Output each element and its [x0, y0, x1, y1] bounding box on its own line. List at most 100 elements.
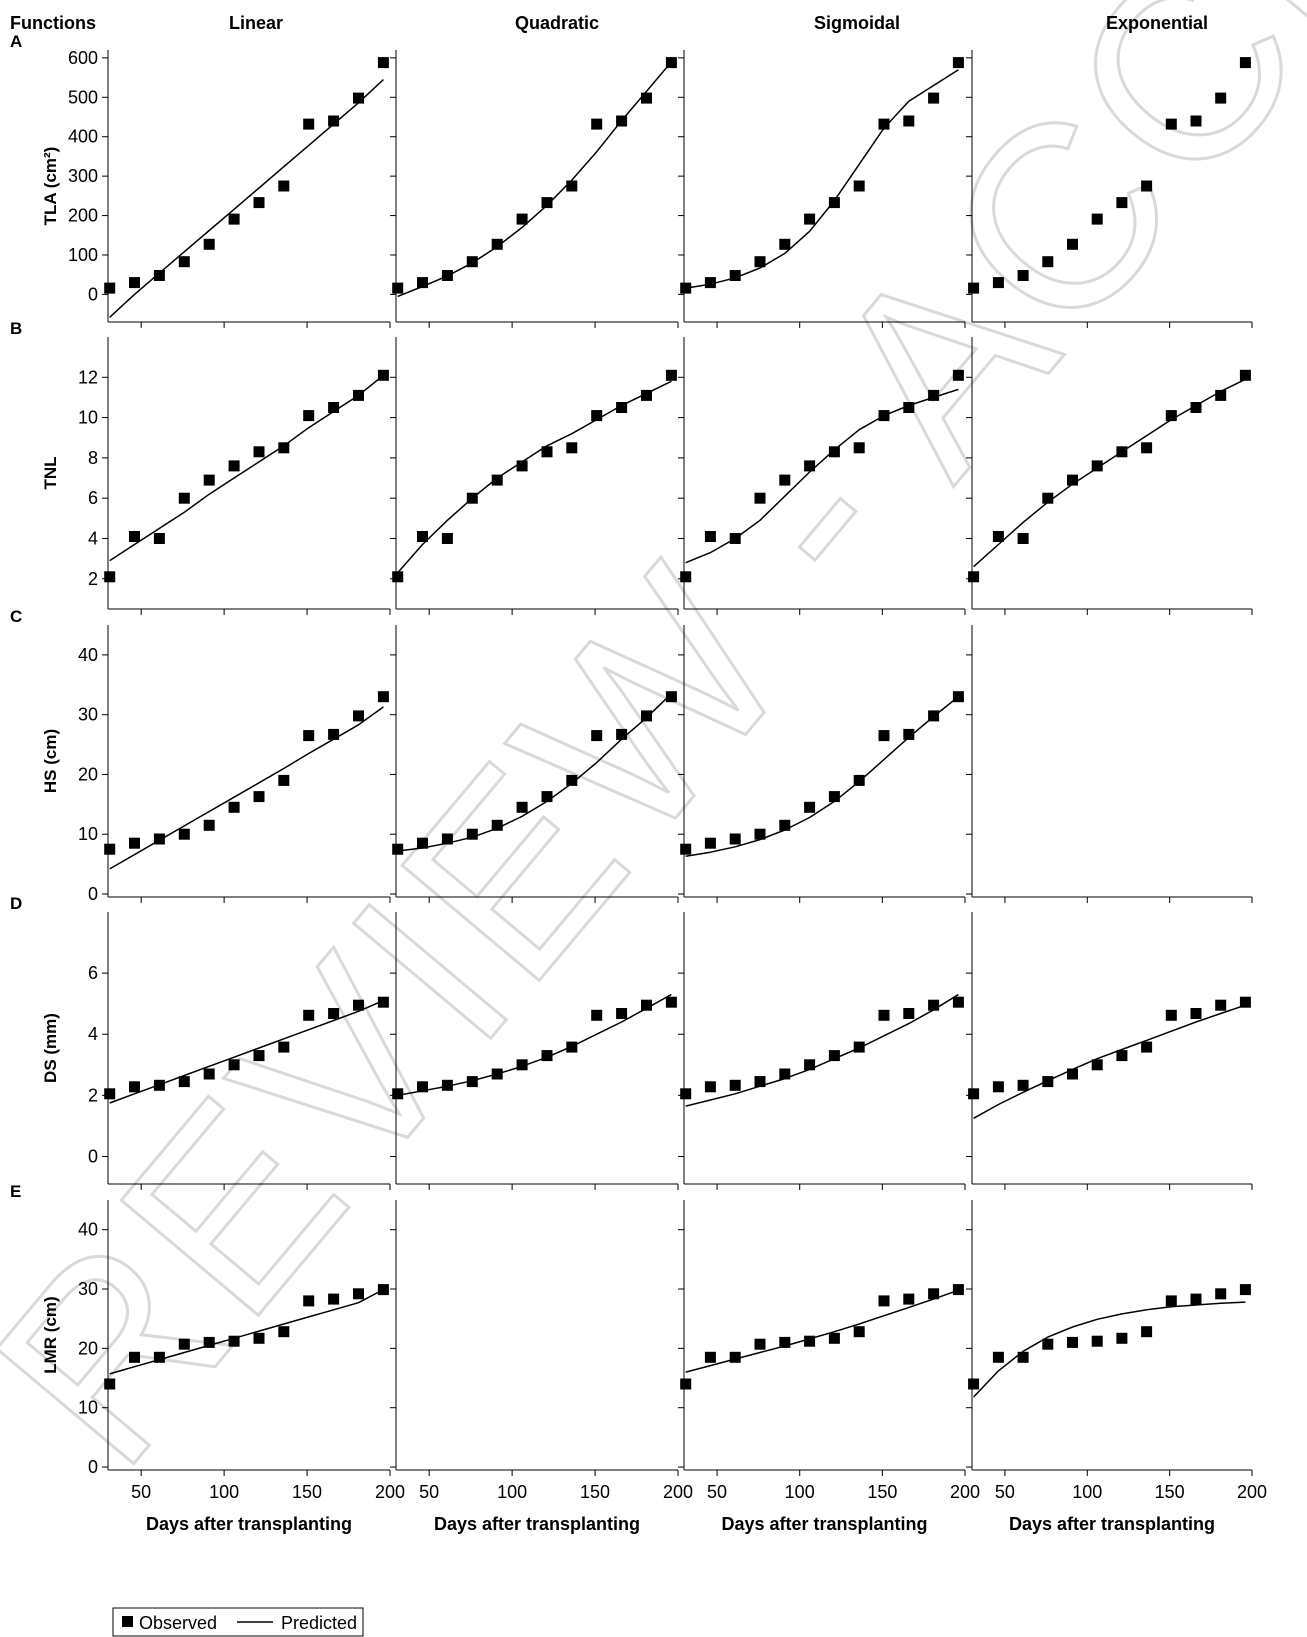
observed-point [952, 57, 964, 69]
observed-point [516, 460, 528, 472]
observed-point [1091, 1335, 1103, 1347]
observed-point [616, 728, 628, 740]
observed-point [680, 282, 692, 294]
observed-point [516, 1059, 528, 1071]
observed-point [153, 533, 165, 544]
observed-point [641, 389, 652, 401]
observed-point [203, 819, 215, 831]
observed-point [377, 369, 389, 381]
y-tick-label: 20 [78, 764, 98, 784]
observed-point [491, 474, 503, 486]
panel-b-quadratic [390, 337, 679, 615]
observed-point [878, 118, 890, 130]
y-axis-label-b: TNL [41, 456, 60, 489]
observed-point [704, 1351, 716, 1363]
panel-c-linear: 0 10 20 30 40 [78, 625, 391, 904]
observed-point [178, 1076, 190, 1088]
observed-point [779, 819, 791, 831]
observed-point [591, 118, 603, 130]
observed-point [1042, 1338, 1054, 1350]
observed-point [992, 531, 1004, 542]
observed-point [441, 833, 453, 845]
x-tick-label: 50 [707, 1482, 727, 1502]
observed-point [1215, 999, 1227, 1011]
column-header-exponential: Exponential [1106, 13, 1208, 33]
observed-point [1042, 256, 1054, 268]
observed-point [704, 1081, 716, 1093]
panel-a-exponential [966, 50, 1253, 328]
observed-point [952, 996, 964, 1008]
observed-point [104, 1088, 116, 1100]
watermark: REVIEW - ACCEPTED ARTICLE [0, 0, 1307, 1517]
observed-point [203, 474, 215, 486]
observed-point [828, 1332, 840, 1344]
observed-point [928, 999, 940, 1011]
observed-point [729, 533, 741, 544]
observed-point [928, 92, 940, 104]
observed-point [228, 801, 240, 813]
row-letter-d: D [10, 894, 22, 913]
y-tick-label: 30 [78, 1279, 98, 1299]
observed-point [153, 270, 165, 281]
observed-point [704, 277, 716, 289]
observed-point [417, 1081, 428, 1093]
observed-point [1091, 460, 1103, 472]
y-tick-label: 30 [78, 705, 98, 725]
panel-b-sigmoidal [678, 337, 966, 615]
observed-point [1165, 1009, 1177, 1021]
observed-point [729, 1351, 741, 1363]
observed-point [729, 1079, 741, 1091]
panel-d-quadratic [390, 912, 679, 1190]
observed-point [1190, 115, 1202, 127]
observed-point [104, 571, 116, 583]
observed-point [680, 843, 692, 855]
observed-point [228, 460, 240, 472]
observed-point [377, 691, 389, 703]
observed-point [729, 270, 741, 281]
x-tick-label: 150 [292, 1482, 322, 1502]
observed-point [203, 1068, 215, 1080]
x-axis-label: Days after transplanting [146, 1514, 352, 1534]
observed-point [704, 531, 716, 542]
observed-point [952, 691, 964, 703]
panel-b-exponential [966, 337, 1253, 615]
observed-point [828, 791, 840, 803]
observed-point [779, 474, 791, 486]
observed-point [441, 533, 453, 544]
x-tick-label: 50 [419, 1482, 439, 1502]
observed-point [253, 446, 265, 458]
predicted-line [109, 79, 384, 318]
panel-a-quadratic [390, 50, 679, 328]
panel-e-sigmoidal: 50 100 150 200 Days after transplanting [678, 1200, 980, 1534]
observed-point [616, 402, 628, 413]
observed-point [779, 1336, 791, 1348]
observed-point [104, 843, 116, 855]
observed-point [903, 728, 915, 740]
legend: Observed Predicted [112, 1607, 364, 1637]
observed-point [952, 1284, 964, 1296]
observed-point [566, 180, 578, 192]
observed-point [665, 369, 677, 381]
observed-point [278, 1326, 290, 1338]
panel-c-exponential [966, 625, 1253, 903]
y-tick-label: 2 [88, 569, 98, 589]
y-axis-label-c: HS (cm) [41, 729, 60, 793]
observed-point [129, 531, 140, 542]
observed-point [104, 1378, 116, 1390]
x-tick-label: 200 [950, 1482, 980, 1502]
observed-point [417, 837, 428, 849]
y-axis-label-e: LMR (cm) [41, 1296, 60, 1373]
observed-point [641, 92, 652, 104]
y-axis-label-a: TLA (cm²) [41, 147, 60, 226]
observed-point [1091, 1059, 1103, 1071]
row-c: C HS (cm) 0 10 20 30 40 [10, 607, 1253, 904]
observed-point [377, 996, 389, 1008]
observed-point [303, 410, 315, 422]
x-axis-label: Days after transplanting [721, 1514, 927, 1534]
observed-point [928, 389, 940, 401]
x-tick-label: 150 [580, 1482, 610, 1502]
observed-point [253, 791, 265, 803]
x-tick-label: 100 [497, 1482, 527, 1502]
observed-point [328, 402, 340, 413]
x-axis-label: Days after transplanting [1009, 1514, 1215, 1534]
